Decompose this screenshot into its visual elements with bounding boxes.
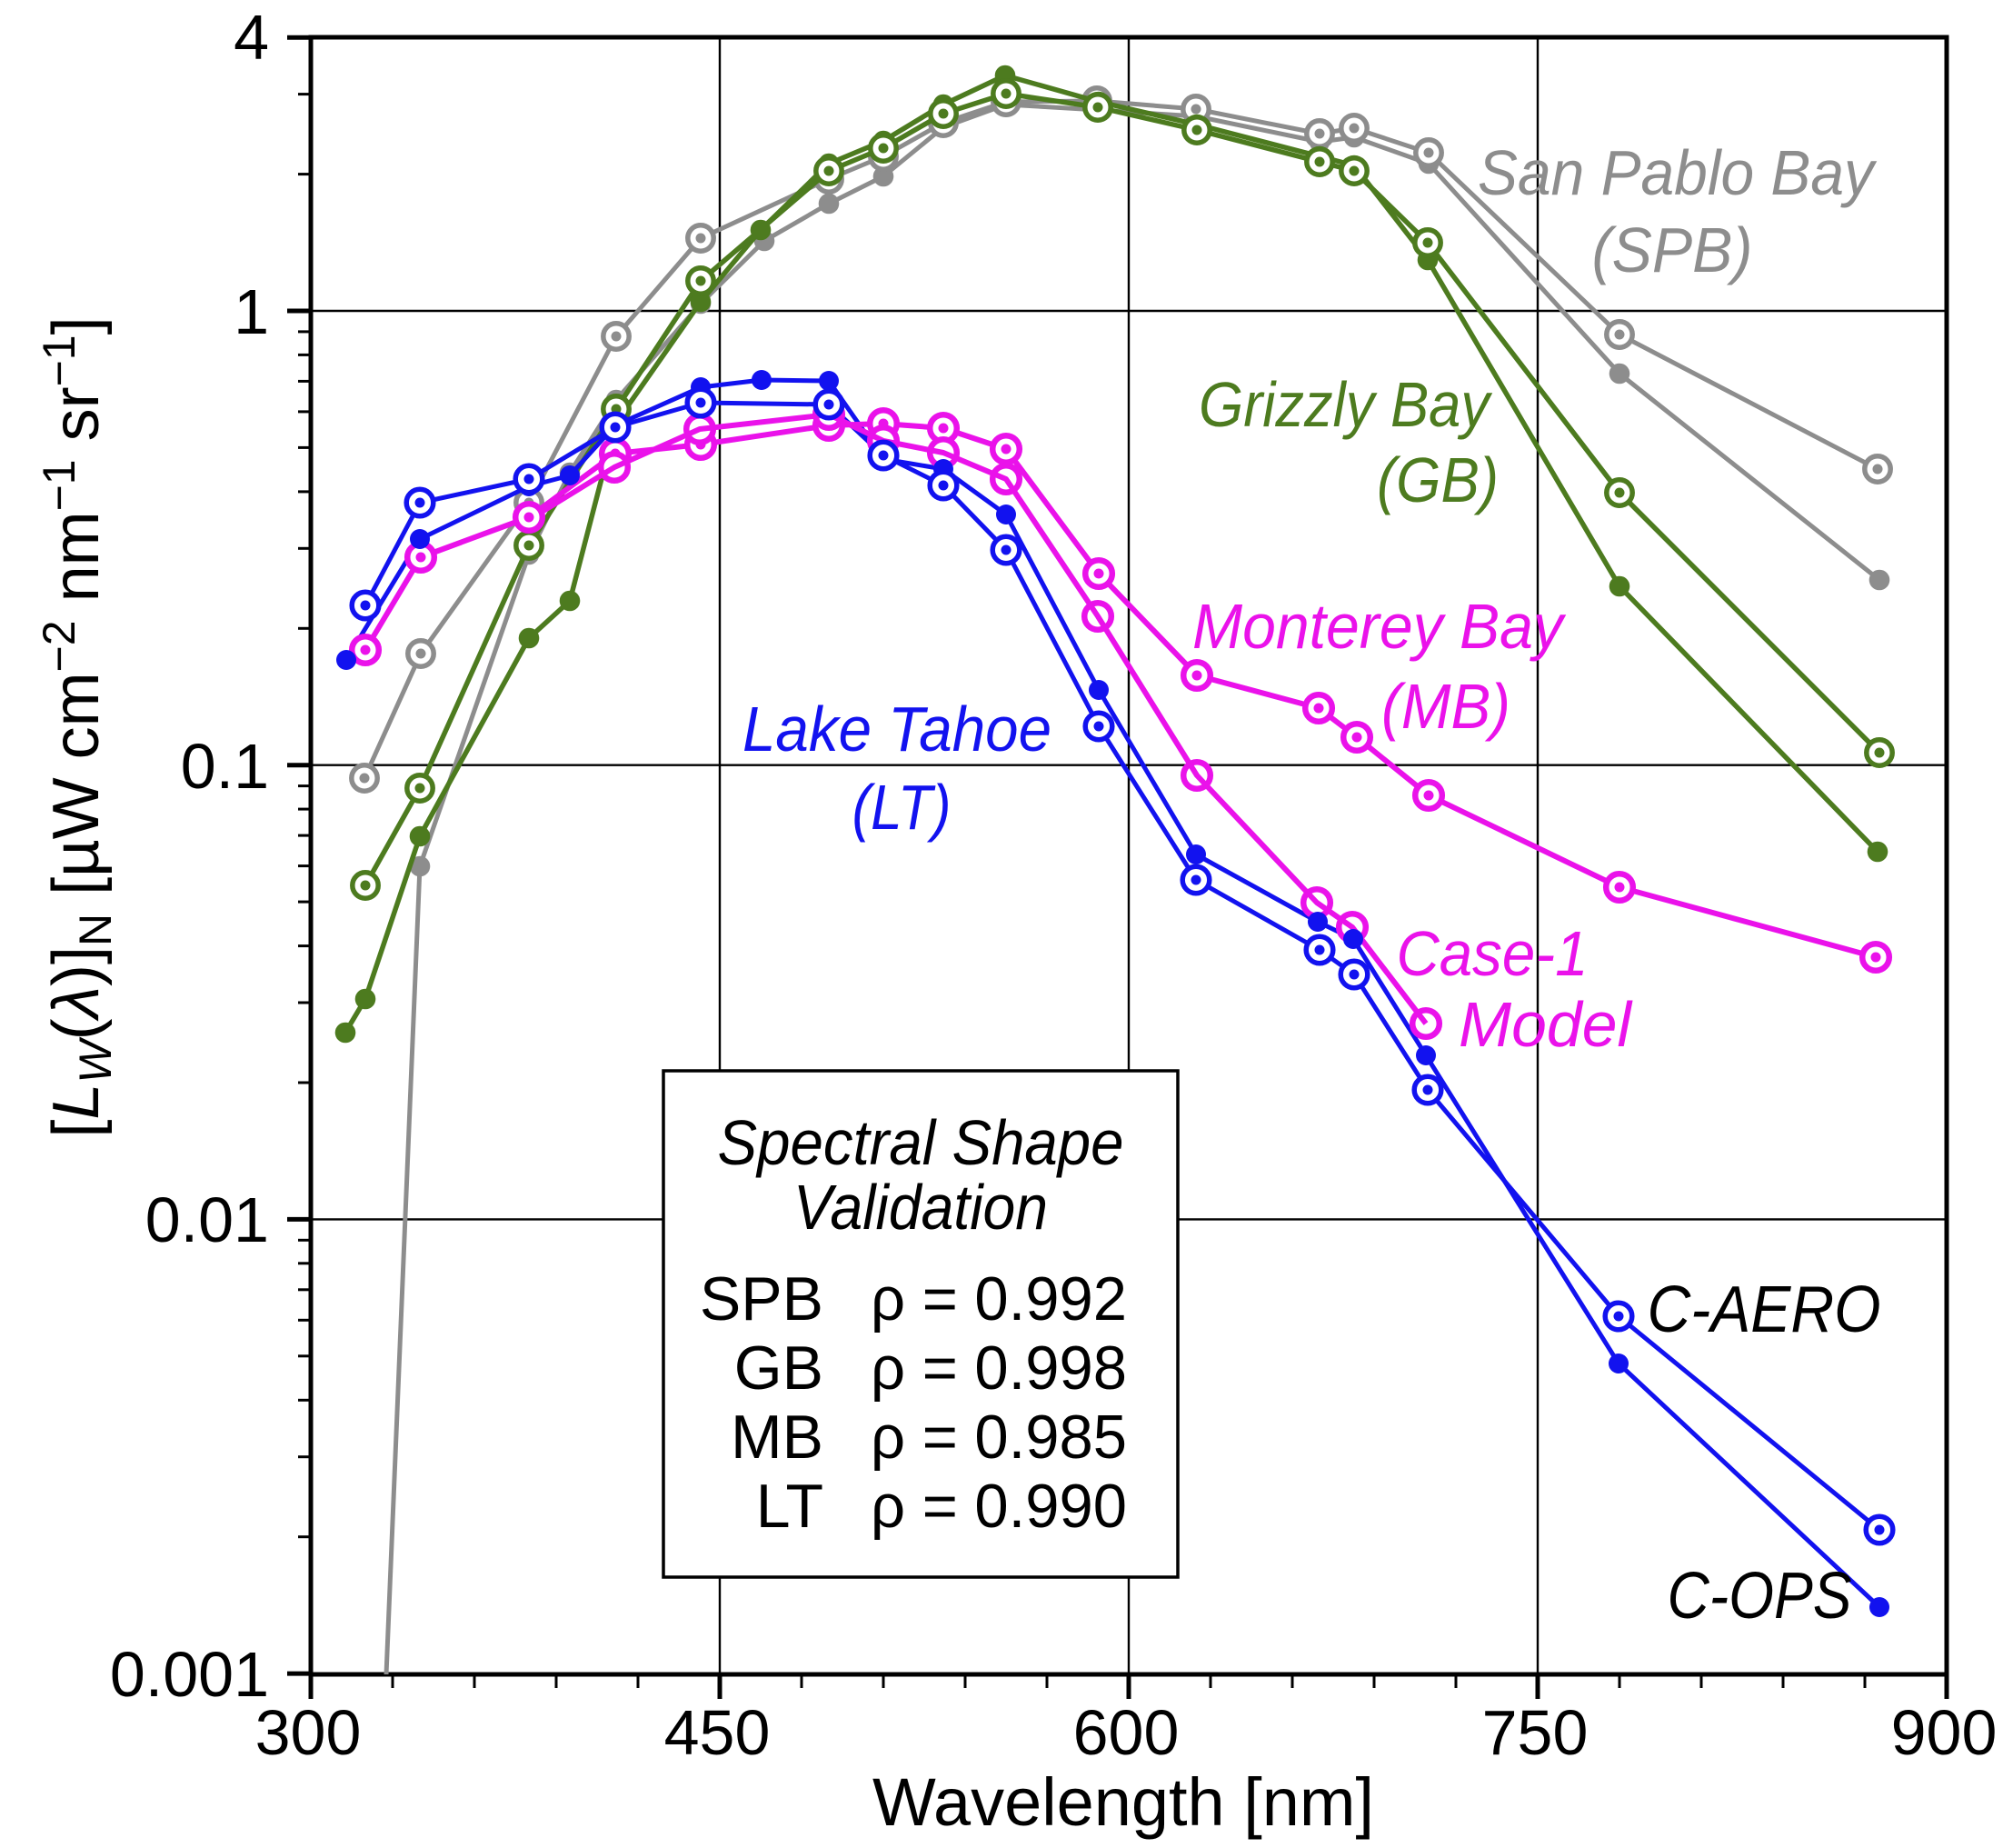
svg-text:Lake Tahoe: Lake Tahoe: [742, 694, 1051, 764]
svg-text:C-OPS: C-OPS: [1668, 1560, 1852, 1633]
svg-text:(MB): (MB): [1381, 671, 1510, 742]
svg-text:0.1: 0.1: [181, 731, 269, 802]
svg-text:Model: Model: [1459, 989, 1633, 1060]
svg-text:Validation: Validation: [793, 1172, 1048, 1243]
svg-text:(SPB): (SPB): [1592, 215, 1753, 285]
svg-text:Spectral Shape: Spectral Shape: [718, 1107, 1124, 1178]
svg-text:750: 750: [1482, 1697, 1589, 1768]
svg-text:600: 600: [1073, 1697, 1180, 1768]
svg-text:[LW(λ)]N [µW cm−2 nm−1 sr−1]: [LW(λ)]N [µW cm−2 nm−1 sr−1]: [34, 316, 121, 1137]
svg-text:Grizzly Bay: Grizzly Bay: [1199, 369, 1493, 440]
svg-text:ρ = 0.992: ρ = 0.992: [871, 1264, 1127, 1334]
svg-text:Case-1: Case-1: [1397, 918, 1589, 989]
svg-text:Monterey Bay: Monterey Bay: [1192, 591, 1567, 662]
svg-text:ρ = 0.985: ρ = 0.985: [871, 1403, 1127, 1472]
svg-text:ρ = 0.990: ρ = 0.990: [871, 1472, 1127, 1541]
svg-text:(LT): (LT): [852, 772, 952, 843]
svg-text:450: 450: [664, 1697, 771, 1768]
svg-text:GB: GB: [734, 1334, 823, 1403]
svg-text:SPB: SPB: [700, 1264, 823, 1334]
svg-text:4: 4: [234, 2, 269, 73]
svg-text:0.001: 0.001: [110, 1639, 269, 1710]
svg-text:Wavelength [nm]: Wavelength [nm]: [872, 1764, 1374, 1840]
svg-text:MB: MB: [731, 1403, 823, 1472]
svg-text:900: 900: [1891, 1697, 1998, 1768]
svg-text:1: 1: [234, 276, 269, 347]
svg-text:San Pablo Bay: San Pablo Bay: [1478, 137, 1878, 208]
svg-text:300: 300: [255, 1697, 362, 1768]
svg-text:0.01: 0.01: [145, 1184, 269, 1255]
svg-text:ρ = 0.998: ρ = 0.998: [871, 1334, 1127, 1403]
svg-text:C-AERO: C-AERO: [1648, 1274, 1881, 1346]
svg-text:LT: LT: [756, 1472, 823, 1541]
svg-text:(GB): (GB): [1377, 445, 1499, 515]
